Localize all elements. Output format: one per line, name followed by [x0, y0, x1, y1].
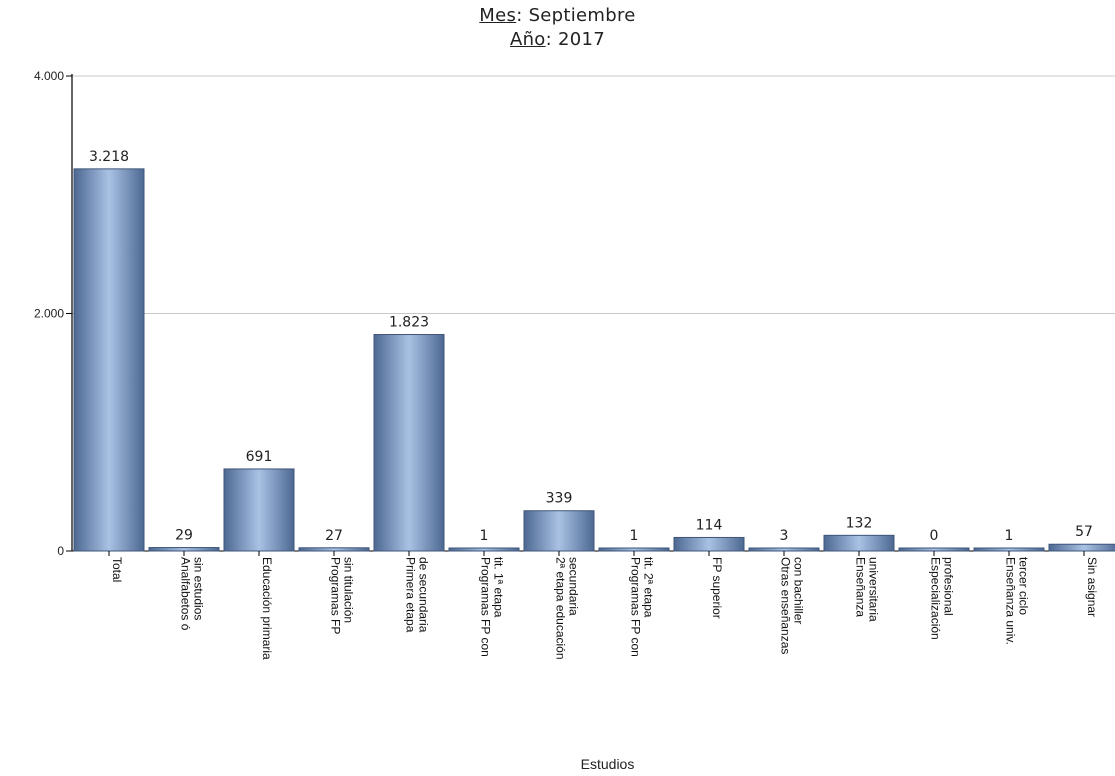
x-tick-label: Especialización	[929, 557, 943, 640]
data-label: 1.823	[389, 315, 429, 331]
x-tick-label: Otras enseñanzas	[779, 557, 793, 654]
x-tick-label: universitaria	[867, 557, 881, 622]
bar	[223, 468, 295, 552]
x-tick-label: tit. 2ª etapa	[642, 557, 656, 618]
x-tick-label: tercer ciclo	[1017, 557, 1031, 615]
x-tick-label: secundaria	[567, 557, 581, 616]
bar	[598, 547, 670, 552]
title-month-key: Mes	[479, 5, 517, 26]
x-tick-label: profesional	[942, 557, 956, 616]
x-tick-label: FP superior	[710, 557, 724, 619]
data-labels: 3.218 29 691 27 1.823 1 339 1 114 3 132 0 1 57	[89, 149, 1093, 544]
x-tick-label: Enseñanza	[854, 557, 868, 617]
x-tick-label: Enseñanza univ.	[1004, 557, 1018, 645]
bars	[73, 168, 1115, 552]
data-label: 1	[480, 528, 489, 544]
data-label: 3.218	[89, 149, 129, 165]
x-tick-label: 2ª etapa educación	[554, 557, 568, 660]
title-month-line: Mes: Septiembre	[479, 5, 636, 26]
bar	[373, 334, 445, 552]
bar	[523, 510, 595, 552]
chart-title: Mes: Septiembre Año: 2017	[0, 4, 1115, 52]
data-label: 1	[630, 528, 639, 544]
bar	[448, 547, 520, 552]
bar	[973, 547, 1045, 552]
x-tick-label: Programas FP	[329, 557, 343, 634]
data-label: 339	[546, 491, 573, 507]
x-axis-title: Estudios	[580, 756, 635, 772]
bar	[748, 547, 820, 552]
title-year-value: 2017	[558, 29, 606, 50]
x-tick-label: sin titulación	[342, 557, 356, 623]
x-tick-label: con bachiller	[792, 557, 806, 624]
x-tick-label: sin estudios	[192, 557, 206, 620]
y-tick-label: 0	[57, 544, 64, 558]
y-tick-label: 4.000	[34, 69, 64, 83]
y-tick-label: 2.000	[34, 307, 64, 321]
bar	[673, 536, 745, 552]
title-year-line: Año: 2017	[509, 29, 606, 50]
bar	[73, 168, 145, 552]
title-month-value: Septiembre	[528, 5, 636, 26]
x-tick-label: Sin asignar	[1085, 557, 1099, 617]
x-tick-label: de secundaria	[417, 557, 431, 633]
x-tick-label: Programas FP con	[629, 557, 643, 657]
x-tick-label: tit. 1ª etapa	[492, 557, 506, 618]
x-tick-label: Total	[110, 557, 124, 582]
x-tick-labels: Total Analfabetos ó sin estudios Educación …	[108, 551, 1099, 660]
bar	[823, 534, 895, 552]
data-label: 114	[696, 517, 723, 533]
title-year-key: Año	[509, 29, 546, 50]
data-label: 3	[780, 528, 789, 544]
bar	[298, 547, 370, 552]
x-tick-label: Analfabetos ó	[179, 557, 193, 631]
data-label: 0	[930, 528, 939, 544]
x-tick-label: Educación primaria	[260, 557, 274, 660]
gridlines	[72, 75, 1115, 314]
x-tick-label: Primera etapa	[404, 557, 418, 633]
bar	[1048, 543, 1115, 552]
data-label: 1	[1005, 528, 1014, 544]
bar	[898, 547, 970, 552]
data-label: 29	[175, 528, 193, 544]
data-label: 27	[325, 528, 343, 544]
data-label: 57	[1075, 524, 1093, 540]
data-label: 132	[846, 515, 873, 531]
bar	[148, 547, 220, 552]
x-tick-label: Programas FP con	[479, 557, 493, 657]
data-label: 691	[246, 449, 273, 465]
